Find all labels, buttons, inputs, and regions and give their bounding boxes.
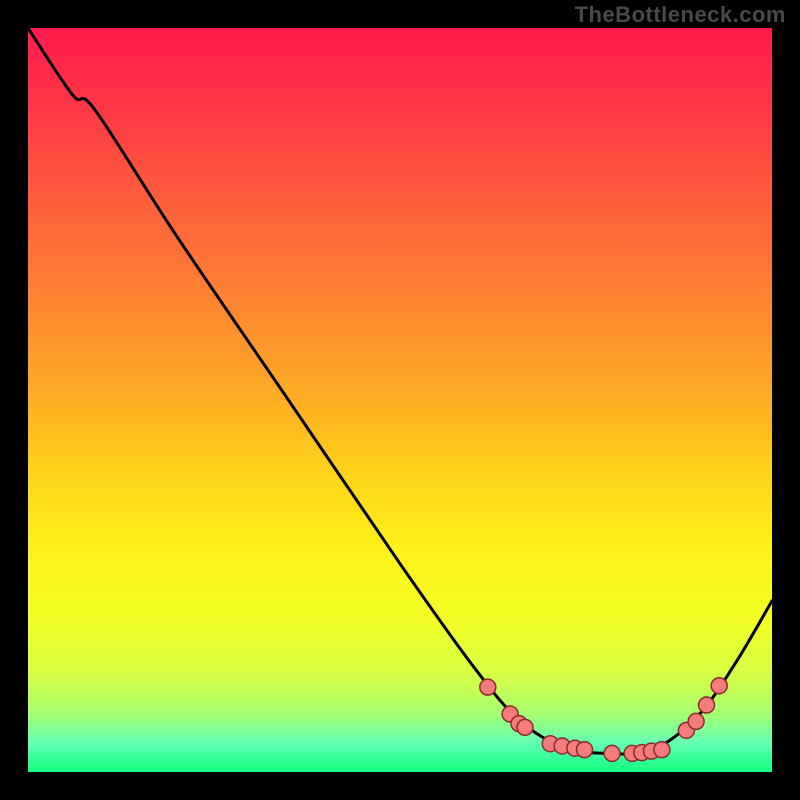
plot-area xyxy=(28,28,772,772)
chart-frame: TheBottleneck.com xyxy=(0,0,800,800)
attribution-label: TheBottleneck.com xyxy=(575,2,786,28)
gradient-rect xyxy=(28,28,772,772)
